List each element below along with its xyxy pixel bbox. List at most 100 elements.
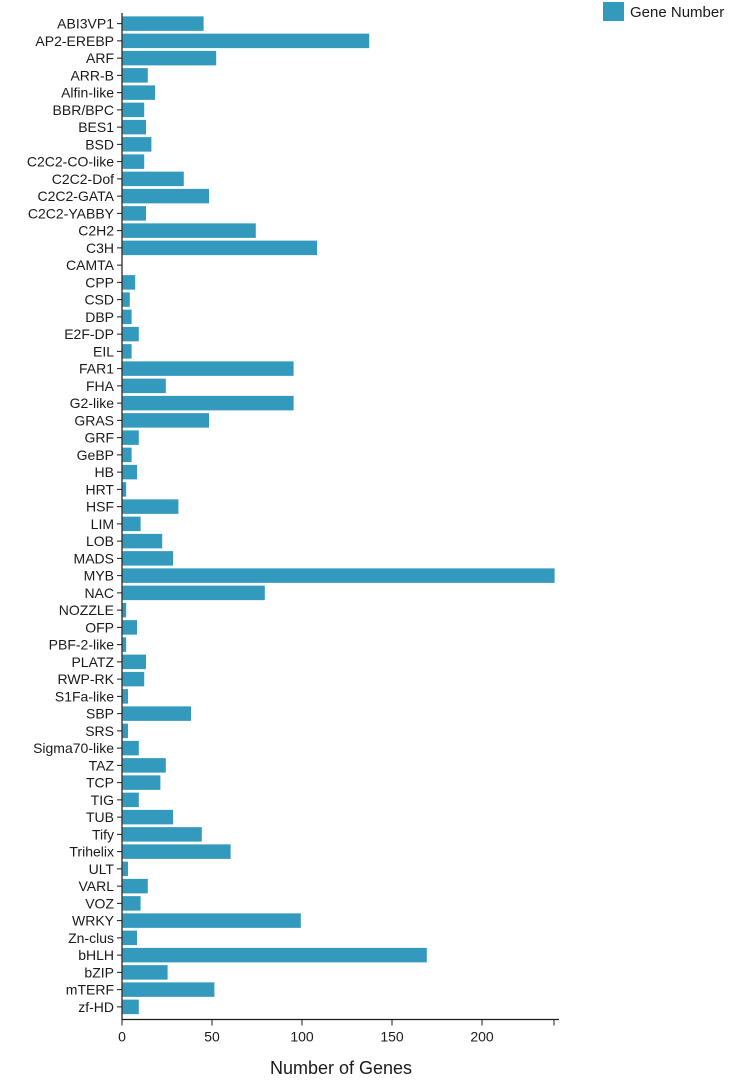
category-label: RWP-RK <box>57 671 114 687</box>
category-label: CPP <box>85 274 114 290</box>
bar-nac <box>122 585 265 601</box>
category-label: mTERF <box>66 982 114 998</box>
bar-c2c2-dof <box>122 171 184 187</box>
bar-hsf <box>122 499 179 514</box>
category-label: C2C2-Dof <box>52 171 114 187</box>
legend-label: Gene Number <box>630 4 724 21</box>
category-label: Alfin-like <box>61 85 114 101</box>
bar-s1fa-like <box>122 689 128 704</box>
legend-swatch <box>603 2 624 21</box>
bar-srs <box>122 723 128 739</box>
bar-tcp <box>122 775 161 790</box>
bar-bzip <box>122 965 168 980</box>
category-label: ABI3VP1 <box>57 16 114 32</box>
category-label: Tify <box>92 826 114 842</box>
category-label: C3H <box>86 240 114 256</box>
category-label: HSF <box>86 499 114 515</box>
bar-arf <box>122 50 217 66</box>
category-label: TUB <box>86 809 114 825</box>
bar-c2c2-yabby <box>122 206 146 221</box>
bar-hb <box>122 464 137 480</box>
bar-csd <box>122 292 130 307</box>
bar-mterf <box>122 982 215 997</box>
category-label: OFP <box>85 619 114 635</box>
bar-cpp <box>122 275 136 290</box>
bar-bes1 <box>122 119 146 135</box>
bar-nozzle <box>122 602 127 618</box>
category-label: MADS <box>74 550 114 566</box>
category-label: AP2-EREBP <box>35 33 114 49</box>
bar-dbp <box>122 309 132 325</box>
category-label: CAMTA <box>66 257 115 273</box>
category-label: HB <box>95 464 114 480</box>
category-label: VOZ <box>85 895 114 911</box>
category-label: bZIP <box>84 964 114 980</box>
bar-abi3vp1 <box>122 16 204 31</box>
category-label: TIG <box>91 792 114 808</box>
bar-hrt <box>122 482 127 497</box>
bar-bbr-bpc <box>122 102 145 118</box>
category-label: VARL <box>78 878 114 894</box>
bar-ofp <box>122 620 137 635</box>
bar-mads <box>122 551 173 566</box>
bar-gras <box>122 413 209 428</box>
bar-taz <box>122 758 166 773</box>
category-label: NOZZLE <box>59 602 114 618</box>
category-label: SRS <box>85 723 114 739</box>
category-label: DBP <box>85 309 114 325</box>
bar-eil <box>122 344 132 359</box>
x-tick-label: 50 <box>204 1029 220 1045</box>
bar-zf-hd <box>122 999 139 1015</box>
category-label: C2C2-YABBY <box>28 205 115 221</box>
bar-e2f-dp <box>122 326 139 342</box>
bar-ap2-erebp <box>122 33 370 49</box>
category-label: ULT <box>89 861 115 877</box>
bar-grf <box>122 430 139 445</box>
category-label: S1Fa-like <box>55 688 114 704</box>
bar-c2c2-gata <box>122 188 209 204</box>
bar-c2h2 <box>122 223 256 238</box>
category-label: FHA <box>86 378 115 394</box>
bar-lob <box>122 533 163 549</box>
legend: Gene Number <box>603 2 724 21</box>
category-label: GeBP <box>77 447 114 463</box>
x-axis: 0 50 100 150 200 <box>118 1018 559 1045</box>
category-label: G2-like <box>70 395 115 411</box>
category-label: EIL <box>93 343 114 359</box>
category-label: GRAS <box>74 412 114 428</box>
category-label: zf-HD <box>78 999 114 1015</box>
bar-rwp-rk <box>122 671 145 687</box>
x-tick-label: 0 <box>118 1029 126 1045</box>
bar-bhlh <box>122 947 427 963</box>
bar-sigma70-like <box>122 740 139 756</box>
category-label: HRT <box>85 481 114 497</box>
category-label: BES1 <box>78 119 114 135</box>
category-label: C2C2-CO-like <box>27 154 114 170</box>
category-label: LIM <box>91 516 114 532</box>
category-label: FAR1 <box>79 361 114 377</box>
category-label: C2H2 <box>78 223 114 239</box>
category-label: Zn-clus <box>68 930 114 946</box>
category-label: PLATZ <box>71 654 114 670</box>
bar-lim <box>122 516 141 532</box>
category-label: BSD <box>85 136 114 152</box>
bar-tub <box>122 809 173 825</box>
category-label: E2F-DP <box>64 326 114 342</box>
bar-alfin-like <box>122 85 155 100</box>
category-label: CSD <box>84 292 114 308</box>
category-label: ARF <box>86 50 114 66</box>
x-tick-label: 100 <box>290 1029 314 1045</box>
bar-sbp <box>122 706 191 721</box>
category-label: MYB <box>84 568 114 584</box>
x-tick-label: 150 <box>380 1029 404 1045</box>
bar-c3h <box>122 240 317 256</box>
bar-wrky <box>122 913 301 928</box>
category-label: Trihelix <box>69 844 114 860</box>
bar-varl <box>122 878 148 894</box>
category-label: PBF-2-like <box>49 637 115 653</box>
category-label: WRKY <box>72 913 115 929</box>
category-label: GRF <box>84 430 114 446</box>
bar-trihelix <box>122 844 231 859</box>
